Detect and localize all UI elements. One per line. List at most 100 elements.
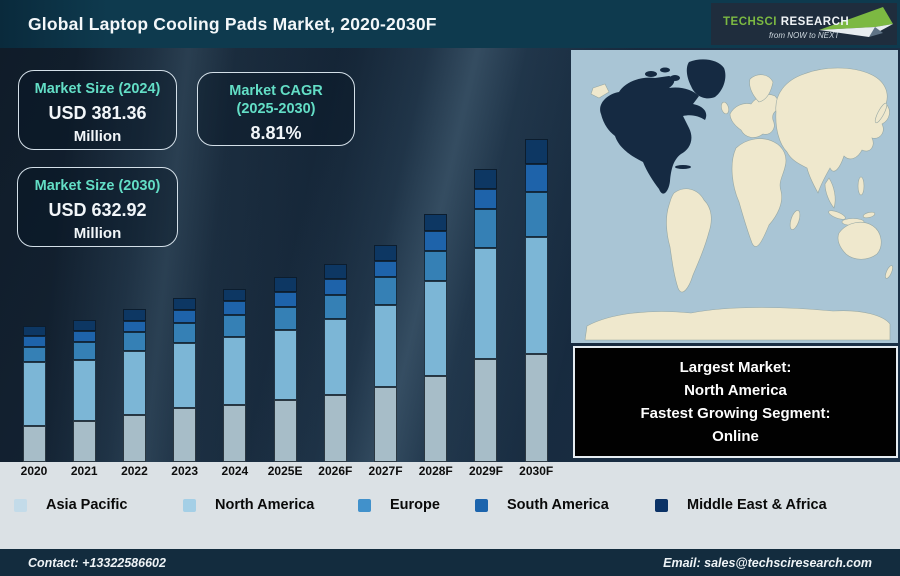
footer-contact: Contact: +13322586602 xyxy=(28,555,166,570)
x-tick-label: 2022 xyxy=(121,464,148,478)
world-map xyxy=(571,50,898,343)
stat-unit: Million xyxy=(73,128,122,145)
bar-2020 xyxy=(22,326,46,462)
bar-segment-middle-east-africa xyxy=(122,309,146,321)
legend-label: South America xyxy=(507,497,609,513)
bar-2028f xyxy=(424,214,448,462)
bar-segment-europe xyxy=(173,323,197,343)
bar-segment-middle-east-africa xyxy=(72,320,96,331)
x-tick-label: 2023 xyxy=(171,464,199,478)
bar-segment-north-america xyxy=(273,330,297,400)
footer-email: Email: sales@techsciresearch.com xyxy=(663,555,872,570)
stat-box-market-size-2024: Market Size (2024) USD 381.36 Million xyxy=(18,70,177,150)
bar-segment-north-america xyxy=(524,237,548,354)
bar-segment-asia-pacific xyxy=(424,376,448,462)
bar-segment-europe xyxy=(223,315,247,337)
logo-brand-primary: TechSci xyxy=(723,16,777,28)
logo-arrow-icon xyxy=(819,7,893,37)
stat-value: USD 632.92 xyxy=(48,200,147,220)
bar-segment-middle-east-africa xyxy=(424,214,448,231)
bar-segment-asia-pacific xyxy=(72,421,96,462)
callout-line: Largest Market: xyxy=(679,359,792,376)
x-tick-label: 2021 xyxy=(70,464,98,478)
stacked-bar-chart xyxy=(0,48,570,462)
legend-item-europe: Europe xyxy=(358,497,440,513)
callout-line: Fastest Growing Segment: xyxy=(640,405,831,422)
bar-segment-middle-east-africa xyxy=(22,326,46,336)
bar-segment-north-america xyxy=(323,319,347,395)
logo-brand-secondary: Research xyxy=(780,16,850,28)
bar-segment-middle-east-africa xyxy=(223,289,247,301)
bar-segment-south-america xyxy=(223,301,247,315)
legend-item-north-america: North America xyxy=(183,497,314,513)
bar-segment-north-america xyxy=(72,360,96,421)
bar-segment-europe xyxy=(22,347,46,362)
legend-label: Asia Pacific xyxy=(46,497,128,513)
x-tick-label: 2025E xyxy=(267,464,303,478)
callout-line: Online xyxy=(712,428,759,445)
bar-segment-north-america xyxy=(374,305,398,387)
bar-2029f xyxy=(474,169,498,462)
bar-segment-asia-pacific xyxy=(22,426,46,462)
stat-label: Market Size (2030) xyxy=(34,178,161,194)
bar-segment-north-america xyxy=(22,362,46,426)
legend-swatch-middle-east-africa xyxy=(655,498,668,512)
largest-market-callout: Largest Market: North America Fastest Grow… xyxy=(573,346,898,458)
x-tick-label: 2029F xyxy=(468,464,503,478)
bar-segment-middle-east-africa xyxy=(173,298,197,310)
x-tick-label: 2028F xyxy=(418,464,453,478)
bar-segment-europe xyxy=(374,277,398,305)
bar-segment-north-america xyxy=(173,343,197,408)
bar-segment-asia-pacific xyxy=(374,387,398,462)
stat-label: Market CAGR (2025-2030) xyxy=(229,83,323,117)
x-tick-label: 2027F xyxy=(368,464,403,478)
x-tick-label: 2026F xyxy=(318,464,353,478)
bar-segment-south-america xyxy=(173,310,197,323)
chart-legend: Asia Pacific North America Europe South Ame… xyxy=(0,480,900,549)
bar-segment-south-america xyxy=(323,279,347,295)
footer-bar: Contact: +13322586602 Email: sales@techs… xyxy=(0,549,900,576)
bar-2025e xyxy=(273,277,297,462)
bar-2026f xyxy=(323,264,347,462)
bar-segment-middle-east-africa xyxy=(273,277,297,292)
bar-segment-asia-pacific xyxy=(323,395,347,462)
stat-label: Market Size (2024) xyxy=(34,81,161,97)
stat-unit: Million xyxy=(73,225,122,242)
bar-segment-europe xyxy=(474,209,498,248)
bar-segment-asia-pacific xyxy=(273,400,297,462)
chart-panel: Market Size (2024) USD 381.36 Million Ma… xyxy=(0,48,900,462)
bar-segment-north-america xyxy=(223,337,247,405)
bar-segment-south-america xyxy=(474,189,498,209)
x-tick-label: 2024 xyxy=(221,464,249,478)
bar-segment-south-america xyxy=(72,331,96,342)
x-axis-strip: 2020 2021 2022 2023 2024 2025E 2026F 2027F 2028F… xyxy=(0,462,900,480)
x-tick-label: 2030F xyxy=(519,464,554,478)
bar-segment-south-america xyxy=(22,336,46,347)
legend-label: Middle East & Africa xyxy=(687,497,827,513)
bar-segment-north-america xyxy=(474,248,498,359)
stat-box-market-cagr: Market CAGR (2025-2030) 8.81% xyxy=(197,72,355,146)
legend-swatch-south-america xyxy=(475,498,488,512)
callout-line: North America xyxy=(684,382,787,399)
bar-segment-south-america xyxy=(424,231,448,251)
bar-segment-europe xyxy=(72,342,96,360)
bar-2023 xyxy=(173,298,197,462)
bar-segment-asia-pacific xyxy=(524,354,548,462)
legend-label: Europe xyxy=(390,497,440,513)
logo-wordmark: TechSci Research xyxy=(723,16,849,28)
bar-2021 xyxy=(72,320,96,462)
bar-segment-middle-east-africa xyxy=(524,139,548,164)
bar-segment-south-america xyxy=(122,321,146,332)
bar-2024 xyxy=(223,289,247,462)
stat-value: 8.81% xyxy=(250,123,302,143)
page-title: Global Laptop Cooling Pads Market, 2020-… xyxy=(28,13,437,34)
legend-item-middle-east-africa: Middle East & Africa xyxy=(655,497,827,513)
legend-swatch-north-america xyxy=(183,498,196,512)
legend-swatch-asia-pacific xyxy=(14,498,27,512)
legend-swatch-europe xyxy=(358,498,371,512)
x-tick-label: 2020 xyxy=(20,464,48,478)
bar-segment-south-america xyxy=(524,164,548,192)
bar-segment-asia-pacific xyxy=(122,415,146,462)
bar-segment-south-america xyxy=(273,292,297,307)
